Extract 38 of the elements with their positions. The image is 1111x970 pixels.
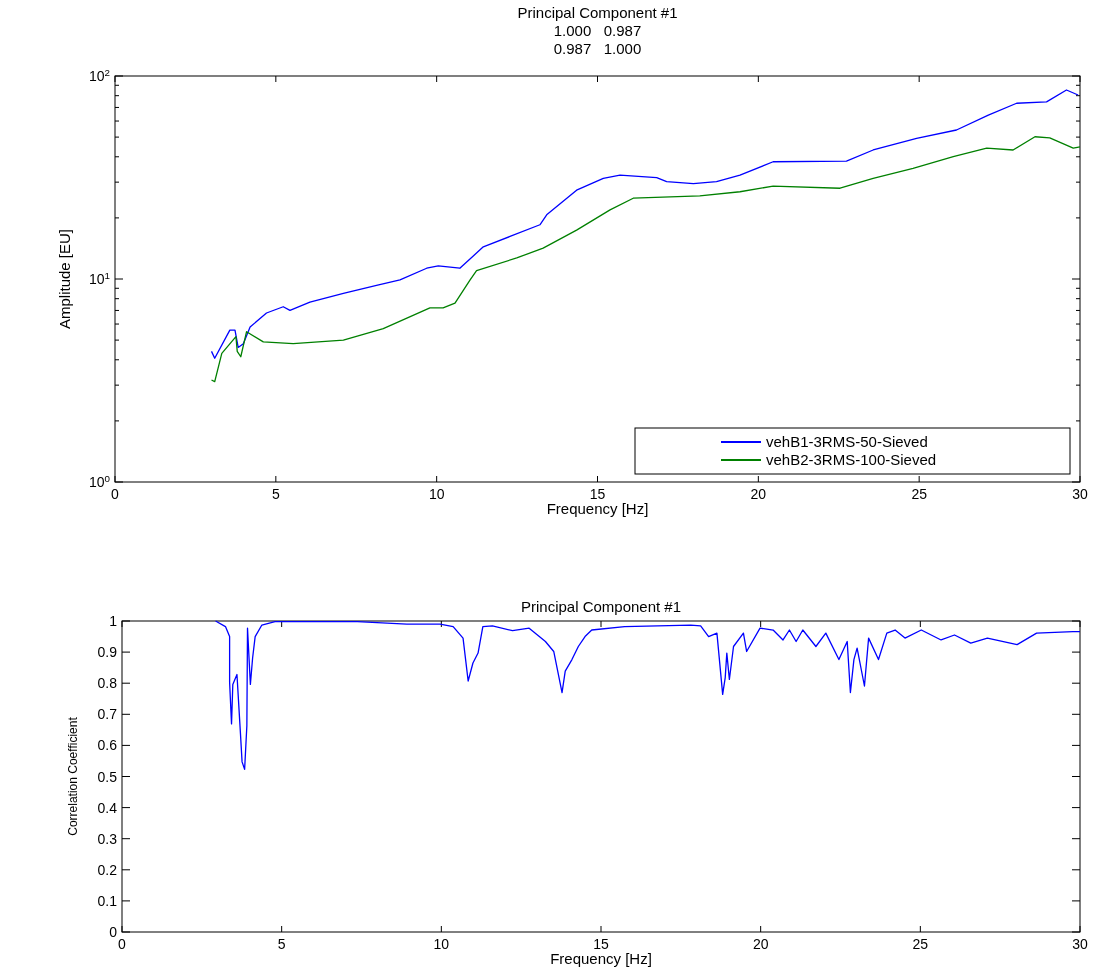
y-tick-label: 1 [109,613,118,629]
x-tick-label: 30 [1072,486,1088,502]
y-tick-label: 10$^{1}$ [88,269,110,287]
x-tick-label: 20 [752,936,769,952]
y-tick-label: 0 [109,924,118,940]
x-tick-label: 5 [277,936,286,952]
x-tick-label: 10 [428,486,445,502]
x-tick-label: 25 [912,936,929,952]
legend-label: vehB1-3RMS-50-Sieved [766,433,928,450]
chart-subtitle: 1.000 0.987 0.987 1.000 [553,22,642,57]
legend-label: vehB2-3RMS-100-Sieved [766,451,937,468]
line-series [210,89,1079,359]
line-series [214,620,1081,770]
y-axis-title: Correlation Coefficient [66,716,80,836]
x-tick-label: 20 [750,486,767,502]
line-series [210,136,1081,383]
y-tick-label: 0.4 [97,799,118,816]
x-tick-label: 15 [589,486,606,502]
x-tick-label: 5 [271,486,280,502]
y-tick-label: 0.2 [97,861,118,878]
y-axis-title: Amplitude [EU] [56,228,73,330]
x-tick-label: 15 [593,936,609,952]
y-tick-label: 0.5 [97,768,118,785]
y-tick-label: 10$^{2}$ [88,66,110,84]
x-tick-label: 30 [1072,936,1088,952]
y-tick-label: 0.7 [97,706,118,723]
y-tick-label: 0.9 [97,644,118,661]
x-tick-label: 25 [911,486,928,502]
y-tick-label: 10$^{0}$ [88,472,111,490]
x-tick-label: 10 [433,936,450,952]
y-tick-label: 0.1 [97,892,118,909]
x-axis-title: Frequency [Hz] [550,950,652,967]
chart-title: Principal Component #1 [520,598,682,615]
y-tick-label: 0.3 [97,830,118,847]
y-tick-label: 0.8 [97,675,118,692]
chart-title: Principal Component #1 [517,4,678,21]
x-axis-title: Frequency [Hz] [546,500,649,517]
y-tick-label: 0.6 [97,737,118,754]
